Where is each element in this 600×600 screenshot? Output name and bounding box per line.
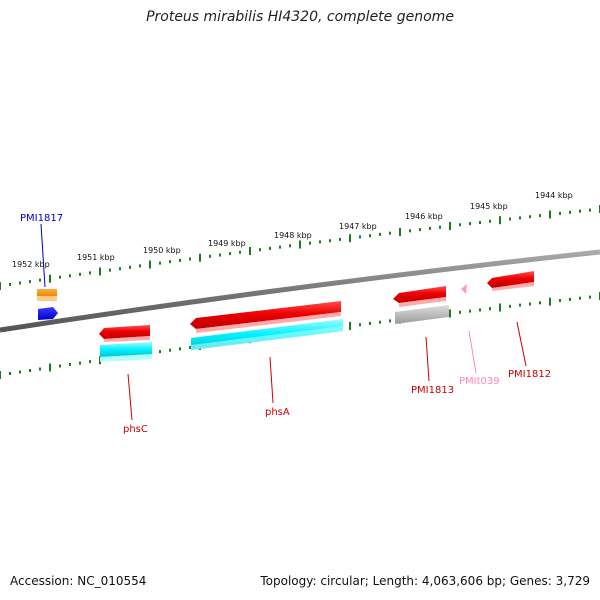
feature-orange-block[interactable] [37,289,57,297]
gene-PMI1812-arrow-shade [492,282,534,291]
label-phsC[interactable]: phsC [123,424,148,435]
label-PMI1817[interactable]: PMI1817 [20,213,63,224]
tick-label-1949: 1949 kbp [208,239,246,248]
tick-label-1950: 1950 kbp [143,246,181,255]
leader-PMIt039 [468,330,477,374]
gene-phsA-arrow-shade [196,312,341,333]
leader-PMI1813 [425,336,430,382]
accession-text: Accession: NC_010554 [10,574,147,588]
label-PMI1812[interactable]: PMI1812 [508,369,551,380]
tick-label-1947: 1947 kbp [339,222,377,231]
cds-phsA-block-shade [191,326,343,350]
trna-PMIt039-arrow[interactable] [461,284,467,294]
cds-phsC-block[interactable] [100,342,152,357]
leader-phsC [127,373,133,421]
label-PMI1813[interactable]: PMI1813 [411,385,454,396]
tick-label-1944: 1944 kbp [535,191,573,200]
upper-tick-ring [0,205,600,290]
tick-labels: 1952 kbp 1951 kbp 1950 kbp 1949 kbp 1948… [12,191,573,269]
tick-label-1952: 1952 kbp [12,260,50,269]
gene-phsC-arrow-shade [104,336,150,342]
cds-phsC-block-shade [100,354,152,362]
cds-PMI1813-block[interactable] [395,305,449,324]
tick-label-1951: 1951 kbp [77,253,115,262]
gene-PMI1812-arrow[interactable] [487,271,534,288]
tick-label-1946: 1946 kbp [405,212,443,221]
genome-summary-text: Topology: circular; Length: 4,063,606 bp… [260,574,590,588]
leader-PMI1817 [40,223,46,288]
gene-phsA-arrow[interactable] [190,301,341,329]
gene-phsC-arrow[interactable] [99,325,150,339]
leader-phsA [269,356,274,404]
feature-orange-block-shade [37,296,57,301]
label-phsA[interactable]: phsA [265,407,290,418]
tick-label-1948: 1948 kbp [274,231,312,240]
gene-PMI1813-arrow[interactable] [393,286,446,303]
tick-label-1945: 1945 kbp [470,202,508,211]
gene-PMI1813-arrow-shade [399,297,446,307]
map-title: Proteus mirabilis HI4320, complete genom… [146,9,454,25]
leader-PMI1812 [516,321,527,367]
feature-pmi1817-arrow[interactable] [38,307,58,320]
label-PMIt039[interactable]: PMIt039 [459,376,500,387]
backbone-arc [0,249,600,333]
